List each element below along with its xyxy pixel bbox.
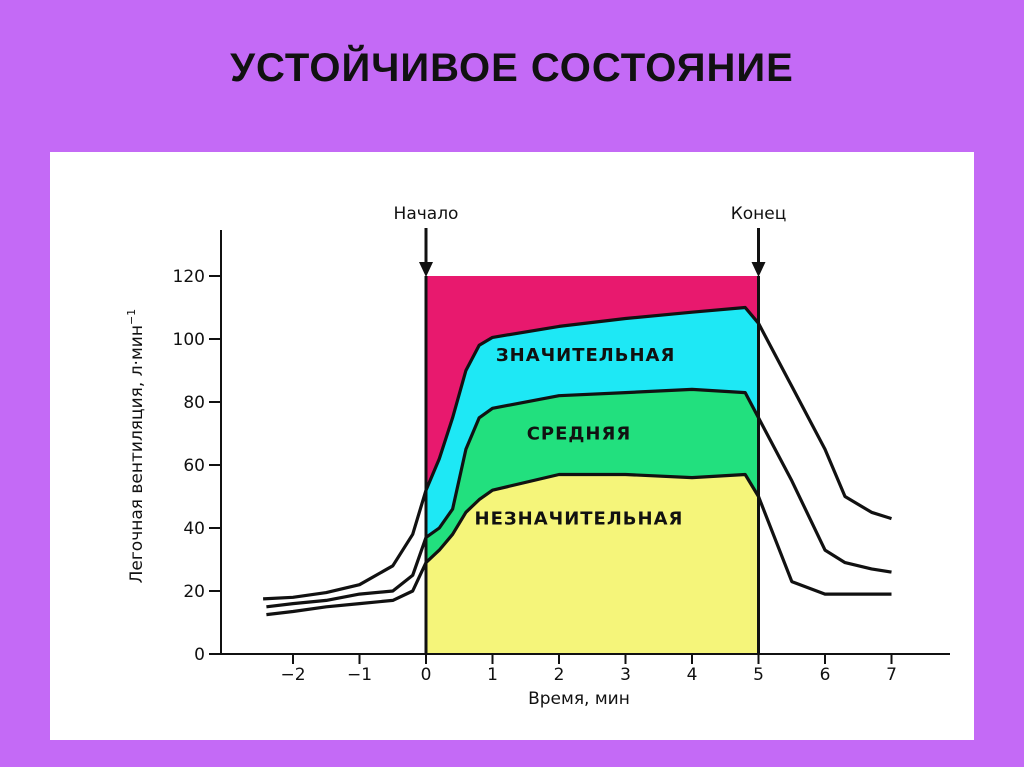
y-tick-label: 60 (183, 456, 205, 476)
y-tick-label: 100 (173, 330, 205, 350)
x-tick-label: 6 (820, 665, 831, 685)
series-line-3 (266, 472, 892, 617)
x-tick-label: −2 (280, 665, 305, 685)
x-tick-label: 5 (753, 665, 764, 685)
exercise-box-layer (424, 276, 760, 654)
y-tick-label: 120 (173, 267, 205, 287)
ventilation-chart: 0 20 40 60 80 100 120 −2 −1 0 1 2 3 4 5 6 7 Время, мин Ле… (125, 204, 950, 709)
y-tick-label: 40 (183, 519, 205, 539)
y-axis-title-superscript: −1 (125, 309, 138, 325)
area-layer (426, 276, 759, 654)
y-axis-title: Легочная вентиляция, л·мин−1 (125, 309, 147, 584)
y-tick-label: 20 (183, 582, 205, 602)
axes-layer (220, 230, 950, 655)
band-label-1: ЗНАЧИТЕЛЬНАЯ (496, 345, 676, 366)
band-label-3: НЕЗНАЧИТЕЛЬНАЯ (475, 509, 684, 530)
y-tick-label: 0 (194, 645, 205, 665)
x-tick-label: −1 (347, 665, 372, 685)
tick-layer: 0 20 40 60 80 100 120 −2 −1 0 1 2 3 4 5 6 7 (173, 267, 897, 685)
x-tick-label: 1 (487, 665, 498, 685)
slide-title: УСТОЙЧИВОЕ СОСТОЯНИЕ (230, 46, 794, 90)
x-tick-label: 4 (687, 665, 698, 685)
marker-label-2: Конец (731, 204, 787, 224)
chart-panel: 0 20 40 60 80 100 120 −2 −1 0 1 2 3 4 5 6 7 Время, мин Ле… (50, 152, 974, 740)
series-line-2 (266, 387, 892, 609)
series-area-3 (426, 474, 759, 654)
series-line-layer (263, 305, 892, 617)
x-tick-label: 0 (421, 665, 432, 685)
marker-label-1: Начало (394, 204, 459, 224)
label-layer: Время, мин Легочная вентиляция, л·мин−1 На… (125, 204, 786, 709)
series-line-1 (263, 305, 892, 601)
y-tick-label: 80 (183, 393, 205, 413)
x-axis-title: Время, мин (528, 689, 630, 709)
x-tick-label: 2 (554, 665, 565, 685)
marker-arrow-head-1 (419, 262, 433, 277)
marker-arrow-head-2 (751, 262, 766, 277)
x-tick-label: 3 (620, 665, 631, 685)
band-label-2: СРЕДНЯЯ (527, 424, 632, 445)
x-tick-label: 7 (886, 665, 897, 685)
